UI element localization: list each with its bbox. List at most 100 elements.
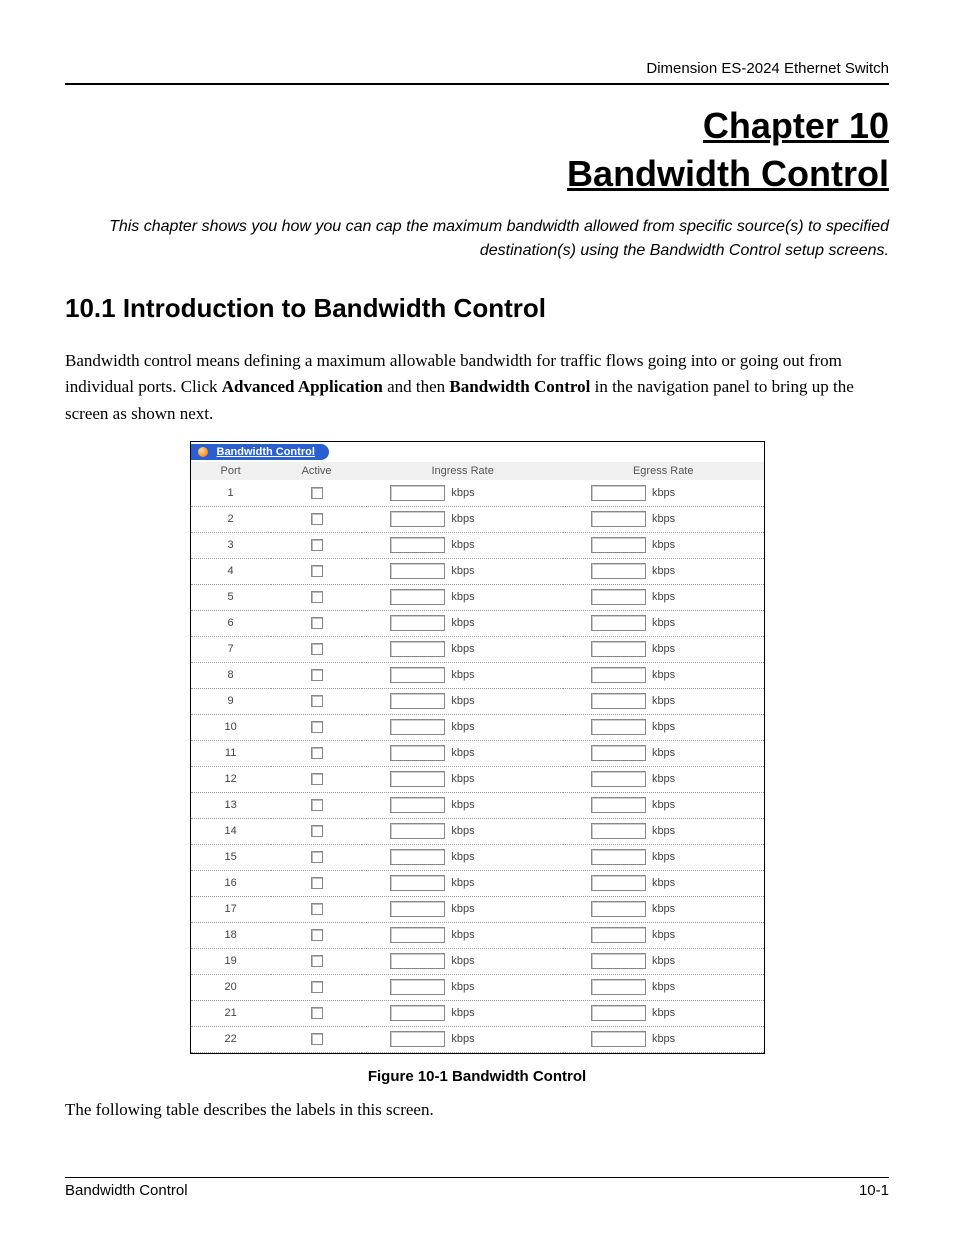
unit-label: kbps (652, 591, 675, 603)
egress-rate-input[interactable] (591, 641, 646, 657)
ingress-rate-input[interactable] (390, 641, 445, 657)
egress-rate-input[interactable] (591, 719, 646, 735)
col-header-active: Active (271, 462, 363, 480)
ingress-rate-input[interactable] (390, 615, 445, 631)
egress-rate-input[interactable] (591, 823, 646, 839)
egress-rate-input[interactable] (591, 485, 646, 501)
ingress-rate-input[interactable] (390, 1005, 445, 1021)
active-checkbox[interactable] (311, 955, 323, 967)
table-row: 10kbpskbps (191, 714, 764, 740)
active-checkbox[interactable] (311, 721, 323, 733)
ingress-rate-input[interactable] (390, 563, 445, 579)
ingress-rate-input[interactable] (390, 537, 445, 553)
ingress-rate-input[interactable] (390, 979, 445, 995)
egress-cell: kbps (563, 584, 764, 610)
table-row: 11kbpskbps (191, 740, 764, 766)
unit-label: kbps (451, 773, 474, 785)
ingress-rate-input[interactable] (390, 1031, 445, 1047)
unit-label: kbps (451, 851, 474, 863)
active-checkbox[interactable] (311, 1033, 323, 1045)
active-checkbox[interactable] (311, 643, 323, 655)
egress-rate-input[interactable] (591, 927, 646, 943)
footer-row: Bandwidth Control 10-1 (65, 1182, 889, 1199)
ingress-rate-input[interactable] (390, 719, 445, 735)
ingress-rate-input[interactable] (390, 693, 445, 709)
ingress-rate-input[interactable] (390, 511, 445, 527)
active-checkbox[interactable] (311, 981, 323, 993)
unit-label: kbps (451, 903, 474, 915)
egress-rate-input[interactable] (591, 511, 646, 527)
active-checkbox[interactable] (311, 695, 323, 707)
ingress-rate-input[interactable] (390, 875, 445, 891)
active-checkbox[interactable] (311, 591, 323, 603)
egress-rate-input[interactable] (591, 615, 646, 631)
egress-rate-input[interactable] (591, 979, 646, 995)
active-checkbox[interactable] (311, 929, 323, 941)
ingress-rate-input[interactable] (390, 485, 445, 501)
ingress-cell: kbps (362, 896, 563, 922)
active-cell (271, 714, 363, 740)
egress-rate-input[interactable] (591, 1005, 646, 1021)
egress-rate-input[interactable] (591, 537, 646, 553)
active-cell (271, 740, 363, 766)
port-cell: 11 (191, 740, 271, 766)
active-checkbox[interactable] (311, 773, 323, 785)
egress-rate-input[interactable] (591, 693, 646, 709)
active-checkbox[interactable] (311, 851, 323, 863)
active-checkbox[interactable] (311, 1007, 323, 1019)
port-cell: 19 (191, 948, 271, 974)
table-row: 14kbpskbps (191, 818, 764, 844)
ingress-cell: kbps (362, 818, 563, 844)
active-checkbox[interactable] (311, 669, 323, 681)
ingress-rate-input[interactable] (390, 901, 445, 917)
port-cell: 8 (191, 662, 271, 688)
egress-cell: kbps (563, 896, 764, 922)
egress-rate-input[interactable] (591, 589, 646, 605)
unit-label: kbps (451, 643, 474, 655)
ingress-rate-input[interactable] (390, 771, 445, 787)
ingress-cell: kbps (362, 688, 563, 714)
egress-rate-input[interactable] (591, 745, 646, 761)
unit-label: kbps (451, 981, 474, 993)
ingress-cell: kbps (362, 766, 563, 792)
ingress-rate-input[interactable] (390, 797, 445, 813)
egress-rate-input[interactable] (591, 875, 646, 891)
active-checkbox[interactable] (311, 565, 323, 577)
active-checkbox[interactable] (311, 825, 323, 837)
port-cell: 2 (191, 506, 271, 532)
active-cell (271, 818, 363, 844)
ingress-cell: kbps (362, 662, 563, 688)
egress-rate-input[interactable] (591, 797, 646, 813)
ingress-cell: kbps (362, 922, 563, 948)
ingress-rate-input[interactable] (390, 823, 445, 839)
egress-rate-input[interactable] (591, 667, 646, 683)
unit-label: kbps (652, 539, 675, 551)
egress-rate-input[interactable] (591, 849, 646, 865)
active-checkbox[interactable] (311, 617, 323, 629)
active-checkbox[interactable] (311, 903, 323, 915)
figure-screenshot: Bandwidth Control Port Active Ingress Ra… (190, 441, 765, 1054)
active-checkbox[interactable] (311, 513, 323, 525)
egress-rate-input[interactable] (591, 771, 646, 787)
ingress-rate-input[interactable] (390, 745, 445, 761)
active-checkbox[interactable] (311, 539, 323, 551)
ingress-rate-input[interactable] (390, 667, 445, 683)
ingress-rate-input[interactable] (390, 849, 445, 865)
active-checkbox[interactable] (311, 877, 323, 889)
unit-label: kbps (451, 929, 474, 941)
table-row: 15kbpskbps (191, 844, 764, 870)
active-checkbox[interactable] (311, 747, 323, 759)
ingress-rate-input[interactable] (390, 953, 445, 969)
egress-rate-input[interactable] (591, 563, 646, 579)
egress-rate-input[interactable] (591, 953, 646, 969)
egress-rate-input[interactable] (591, 1031, 646, 1047)
running-header: Dimension ES-2024 Ethernet Switch (65, 60, 889, 83)
egress-rate-input[interactable] (591, 901, 646, 917)
unit-label: kbps (451, 565, 474, 577)
active-checkbox[interactable] (311, 487, 323, 499)
ingress-cell: kbps (362, 480, 563, 506)
active-checkbox[interactable] (311, 799, 323, 811)
egress-cell: kbps (563, 870, 764, 896)
ingress-rate-input[interactable] (390, 927, 445, 943)
ingress-rate-input[interactable] (390, 589, 445, 605)
